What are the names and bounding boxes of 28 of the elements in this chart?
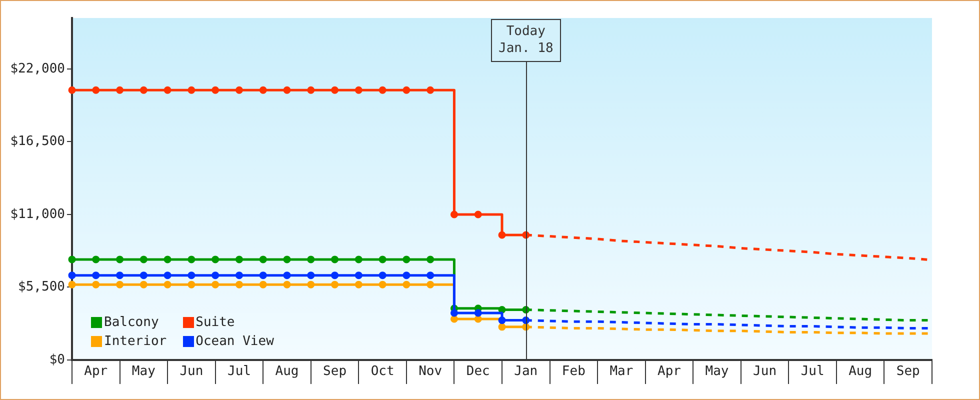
legend-label: Interior <box>104 334 167 349</box>
x-tick-label: Aug <box>275 364 299 380</box>
x-tick-label: Mar <box>610 364 634 380</box>
x-tick-label: Jun <box>753 364 777 380</box>
x-tick-label: Jan <box>514 364 538 380</box>
y-tick-label: $5,500 <box>18 280 65 295</box>
x-tick-label: Nov <box>418 364 442 380</box>
x-tick-label: May <box>132 364 156 380</box>
x-tick-label: Apr <box>657 364 682 380</box>
y-tick-label: $11,000 <box>10 206 65 222</box>
x-tick-label: Jun <box>180 364 204 380</box>
x-tick-label: Aug <box>848 364 872 380</box>
y-tick-label: $22,000 <box>10 61 65 76</box>
x-tick-label: Apr <box>84 364 108 380</box>
x-tick-label: Oct <box>370 364 394 380</box>
legend-label: Suite <box>196 315 235 330</box>
legend-label: Balcony <box>104 315 159 330</box>
x-tick-label: Jul <box>800 364 824 380</box>
x-tick-label: Dec <box>466 364 490 380</box>
legend-label: Ocean View <box>196 334 274 349</box>
y-tick-label: $0 <box>49 352 65 368</box>
x-tick-label: Sep <box>896 364 920 380</box>
x-tick-label: Feb <box>562 364 586 380</box>
x-tick-label: Jul <box>227 364 251 380</box>
x-tick-label: Sep <box>323 364 347 380</box>
x-tick-label: May <box>705 364 729 380</box>
ref-line-label: Today Jan. 18 <box>498 24 554 56</box>
y-tick-label: $16,500 <box>10 134 65 150</box>
